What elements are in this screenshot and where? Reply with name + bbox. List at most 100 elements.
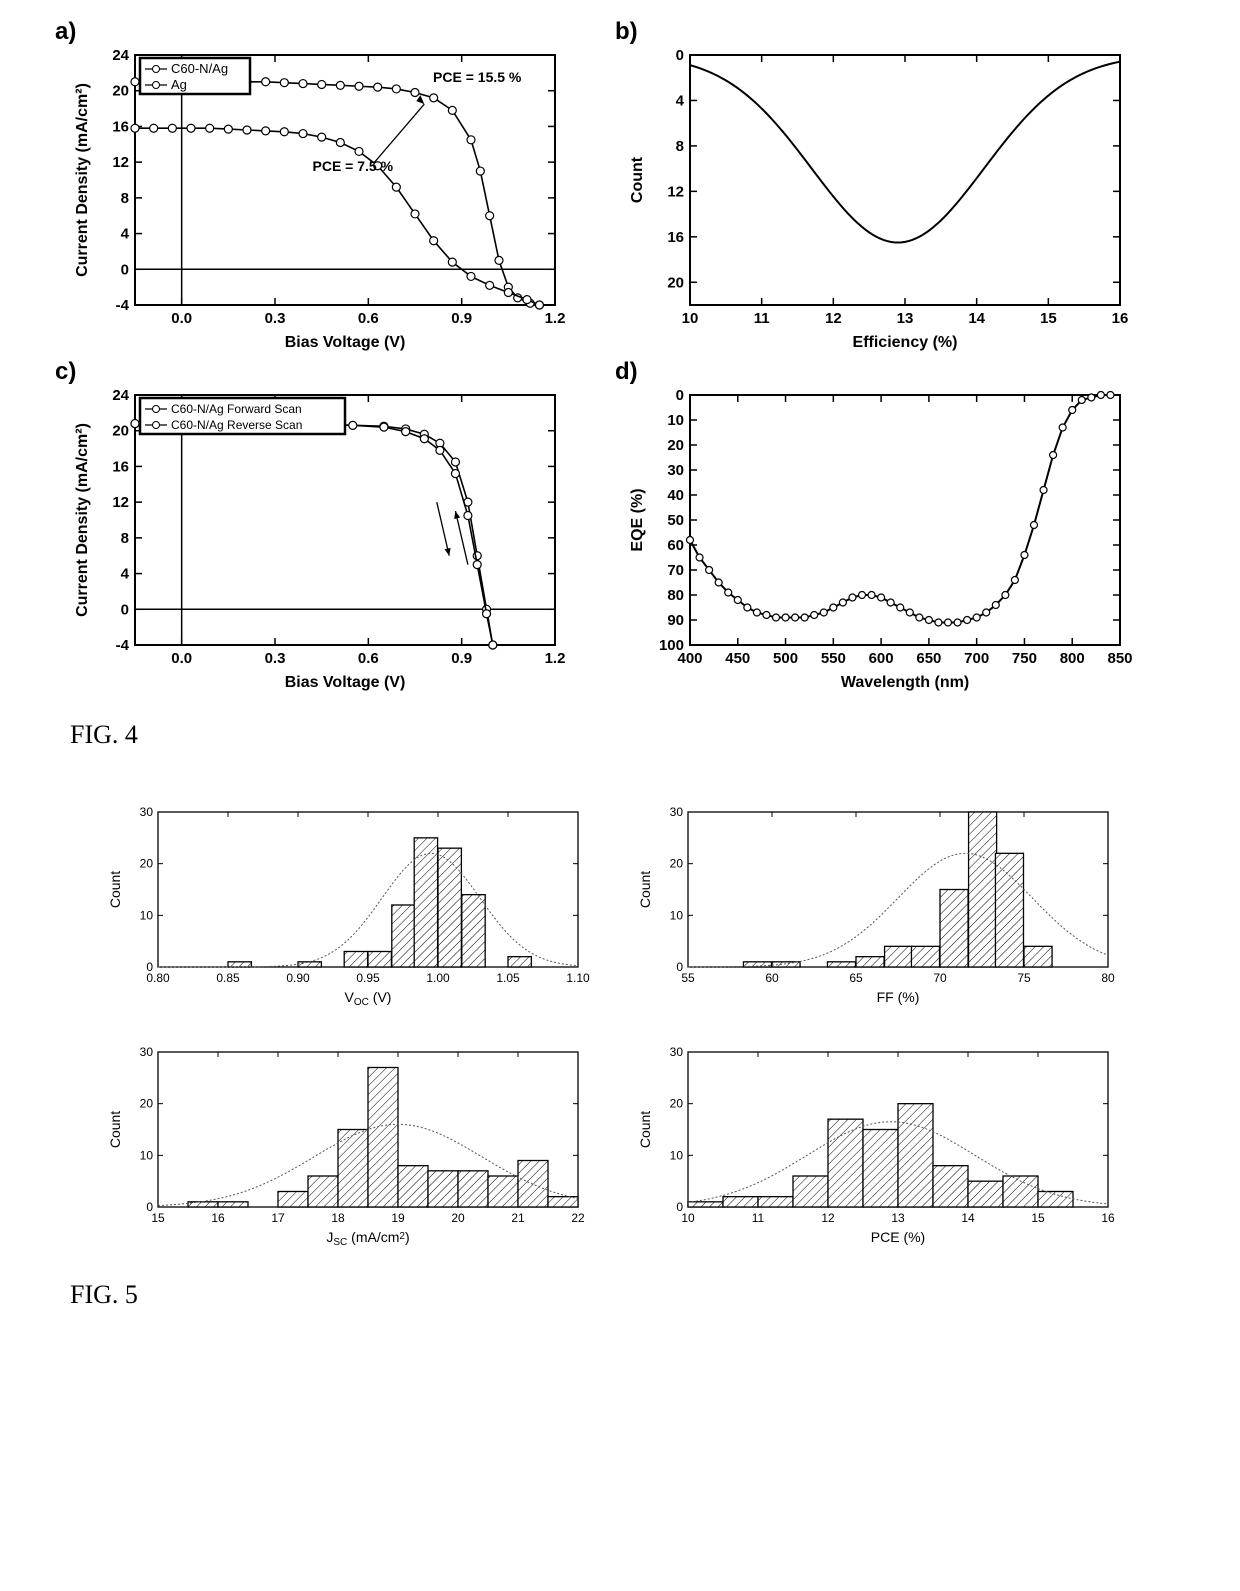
svg-text:0.9: 0.9 <box>451 310 472 327</box>
svg-text:550: 550 <box>821 650 846 667</box>
svg-text:Current Density (mA/cm²): Current Density (mA/cm²) <box>74 423 91 617</box>
svg-text:80: 80 <box>1101 971 1115 985</box>
panel-d: d) 4004505005506006507007508008500102030… <box>620 380 1140 700</box>
panel-label-b: b) <box>615 18 638 46</box>
svg-text:0.3: 0.3 <box>265 310 286 327</box>
svg-text:14: 14 <box>968 310 985 327</box>
svg-text:80: 80 <box>667 587 684 604</box>
svg-text:1.00: 1.00 <box>426 971 450 985</box>
svg-text:PCE (%): PCE (%) <box>871 1229 925 1245</box>
svg-text:14: 14 <box>961 1211 975 1225</box>
svg-text:20: 20 <box>670 1097 684 1111</box>
svg-text:30: 30 <box>670 805 684 819</box>
svg-text:0: 0 <box>121 601 129 618</box>
svg-text:Ag: Ag <box>171 77 187 92</box>
svg-text:18: 18 <box>331 1211 345 1225</box>
panel-label-d: d) <box>615 358 638 386</box>
svg-text:1.05: 1.05 <box>496 971 520 985</box>
chart-hist-voc: 0.800.850.900.951.001.051.100102030VOC (… <box>100 800 600 1020</box>
svg-text:800: 800 <box>1060 650 1085 667</box>
svg-text:700: 700 <box>964 650 989 667</box>
svg-text:4: 4 <box>121 226 130 243</box>
svg-text:0: 0 <box>676 387 684 404</box>
svg-text:850: 850 <box>1107 650 1132 667</box>
svg-text:Count: Count <box>107 1111 123 1148</box>
svg-text:750: 750 <box>1012 650 1037 667</box>
svg-text:100: 100 <box>659 637 684 654</box>
svg-text:Bias Voltage (V): Bias Voltage (V) <box>285 334 406 351</box>
svg-text:Count: Count <box>629 156 646 203</box>
svg-text:0.95: 0.95 <box>356 971 380 985</box>
svg-text:600: 600 <box>869 650 894 667</box>
svg-text:90: 90 <box>667 612 684 629</box>
svg-text:30: 30 <box>667 462 684 479</box>
svg-text:24: 24 <box>112 47 129 64</box>
svg-text:60: 60 <box>765 971 779 985</box>
svg-text:15: 15 <box>151 1211 165 1225</box>
svg-text:VOC (V): VOC (V) <box>345 989 392 1008</box>
svg-text:C60-N/Ag Forward Scan: C60-N/Ag Forward Scan <box>171 402 302 416</box>
svg-text:10: 10 <box>667 412 684 429</box>
chart-hist-ff: 5560657075800102030FF (%)Count <box>630 800 1130 1020</box>
chart-hist-pce: 101112131415160102030PCE (%)Count <box>630 1040 1130 1260</box>
svg-text:22: 22 <box>571 1211 585 1225</box>
svg-text:C60-N/Ag: C60-N/Ag <box>171 61 228 76</box>
svg-text:70: 70 <box>667 562 684 579</box>
svg-text:15: 15 <box>1031 1211 1045 1225</box>
svg-text:10: 10 <box>670 908 684 922</box>
svg-text:450: 450 <box>725 650 750 667</box>
svg-text:1.2: 1.2 <box>545 650 566 667</box>
svg-text:8: 8 <box>121 190 129 207</box>
svg-text:12: 12 <box>667 183 684 200</box>
svg-text:Count: Count <box>107 871 123 908</box>
svg-text:0.6: 0.6 <box>358 650 379 667</box>
svg-text:10: 10 <box>681 1211 695 1225</box>
svg-text:0.85: 0.85 <box>216 971 240 985</box>
svg-text:15: 15 <box>1040 310 1057 327</box>
svg-text:13: 13 <box>897 310 914 327</box>
panel-c: c) 0.00.30.60.91.2-404812162024Bias Volt… <box>60 380 580 700</box>
svg-text:8: 8 <box>121 530 129 547</box>
chart-jv: 0.00.30.60.91.2-404812162024Bias Voltage… <box>60 40 580 360</box>
svg-text:Efficiency (%): Efficiency (%) <box>853 334 958 351</box>
svg-text:60: 60 <box>667 537 684 554</box>
svg-text:20: 20 <box>667 437 684 454</box>
svg-text:16: 16 <box>1101 1211 1115 1225</box>
svg-text:20: 20 <box>451 1211 465 1225</box>
svg-text:0: 0 <box>146 960 153 974</box>
svg-text:50: 50 <box>667 512 684 529</box>
svg-text:30: 30 <box>670 1045 684 1059</box>
svg-text:0: 0 <box>676 960 683 974</box>
svg-text:30: 30 <box>140 1045 154 1059</box>
svg-text:11: 11 <box>754 310 770 327</box>
svg-text:Count: Count <box>637 1111 653 1148</box>
svg-text:500: 500 <box>773 650 798 667</box>
svg-text:17: 17 <box>271 1211 285 1225</box>
svg-text:16: 16 <box>211 1211 225 1225</box>
svg-text:21: 21 <box>511 1211 525 1225</box>
panel-b: b) 10111213141516048121620Efficiency (%)… <box>620 40 1140 360</box>
svg-text:12: 12 <box>821 1211 835 1225</box>
svg-text:12: 12 <box>112 494 129 511</box>
svg-text:70: 70 <box>933 971 947 985</box>
svg-text:20: 20 <box>112 83 129 100</box>
svg-text:20: 20 <box>667 274 684 291</box>
svg-text:12: 12 <box>112 154 129 171</box>
svg-text:10: 10 <box>682 310 699 327</box>
svg-text:0: 0 <box>676 1200 683 1214</box>
svg-text:PCE = 15.5 %: PCE = 15.5 % <box>433 69 522 85</box>
svg-text:Count: Count <box>637 871 653 908</box>
svg-text:16: 16 <box>112 118 129 135</box>
svg-text:0.3: 0.3 <box>265 650 286 667</box>
svg-text:16: 16 <box>1112 310 1129 327</box>
svg-text:19: 19 <box>391 1211 405 1225</box>
svg-text:-4: -4 <box>116 297 130 314</box>
svg-text:20: 20 <box>140 1097 154 1111</box>
svg-text:0.0: 0.0 <box>171 310 192 327</box>
svg-text:4: 4 <box>676 92 685 109</box>
panel-a: a) 0.00.30.60.91.2-404812162024Bias Volt… <box>60 40 580 360</box>
svg-text:65: 65 <box>849 971 863 985</box>
chart-jv-hyst: 0.00.30.60.91.2-404812162024Bias Voltage… <box>60 380 580 700</box>
svg-text:-4: -4 <box>116 637 130 654</box>
chart-eqe: 4004505005506006507007508008500102030405… <box>620 380 1140 700</box>
